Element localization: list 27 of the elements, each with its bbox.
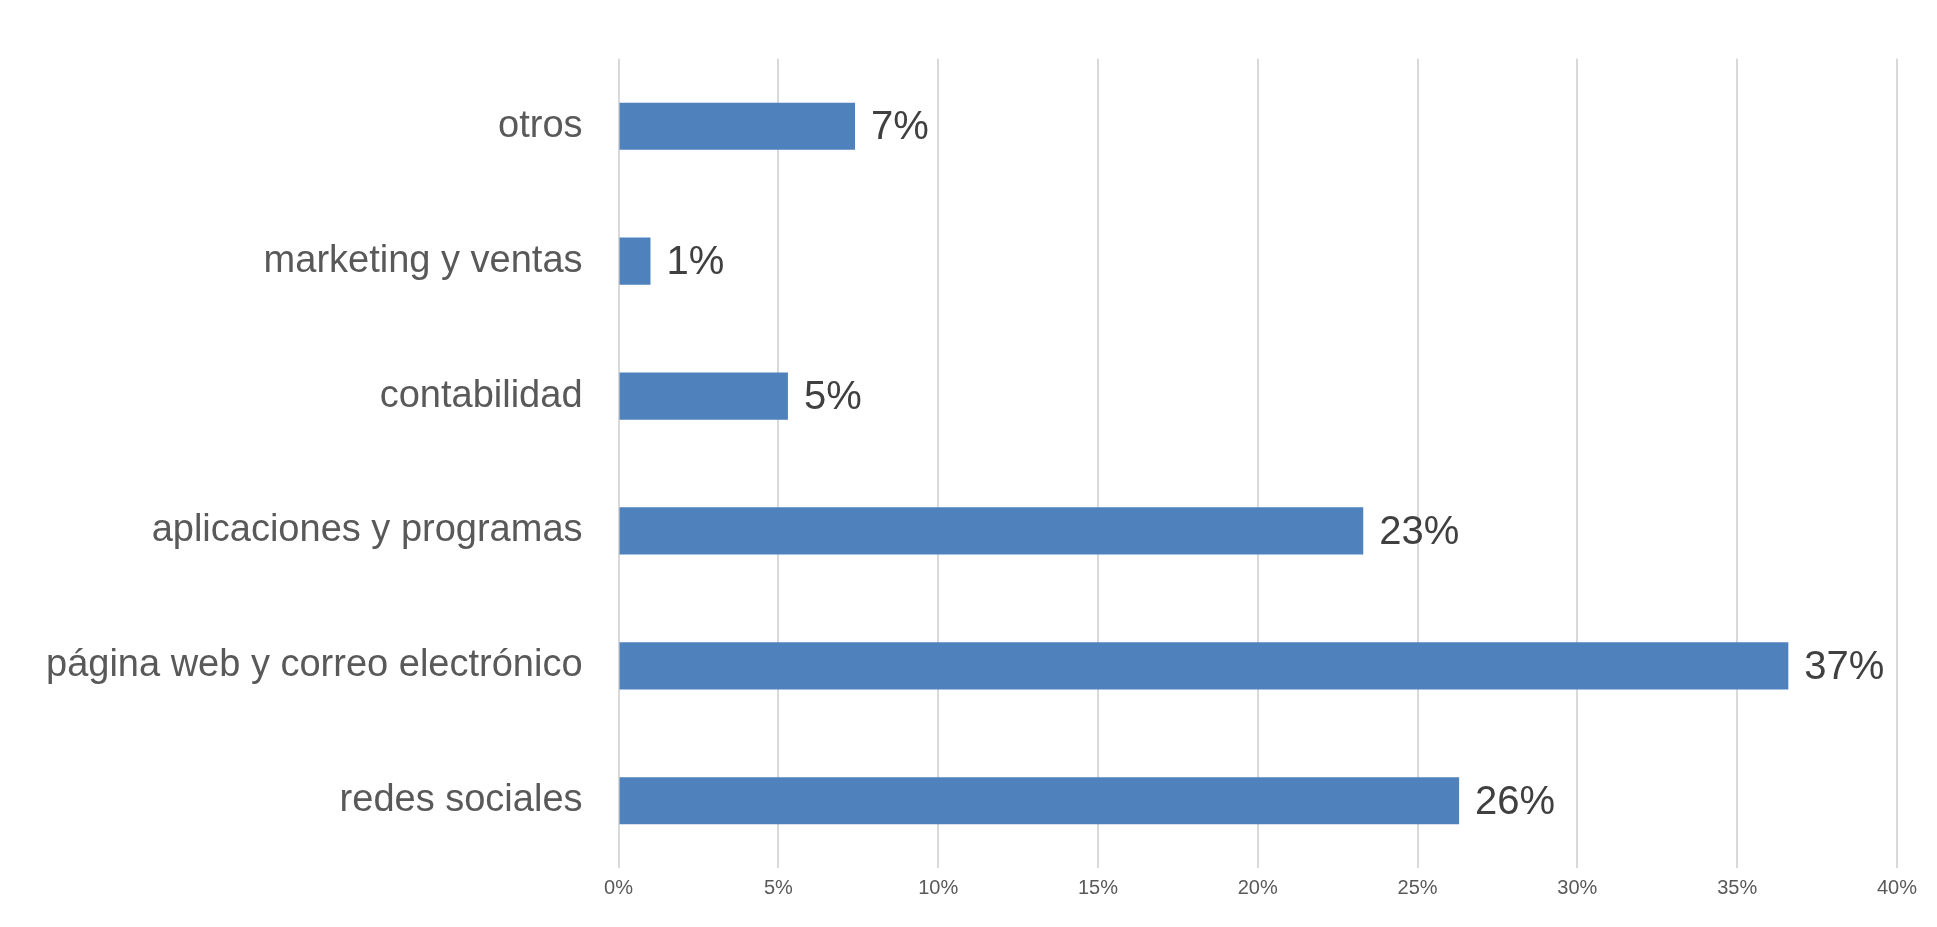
data-label: 26% bbox=[1475, 777, 1556, 822]
y-tick-label: página web y correo electrónico bbox=[46, 642, 583, 685]
x-tick-label: 40% bbox=[1876, 875, 1918, 898]
x-tick-label: 35% bbox=[1717, 875, 1758, 898]
x-tick-label: 0% bbox=[604, 875, 634, 898]
bar bbox=[619, 102, 856, 150]
data-label: 23% bbox=[1379, 507, 1460, 552]
data-label: 7% bbox=[871, 103, 929, 148]
data-label: 1% bbox=[666, 238, 725, 283]
data-label: 37% bbox=[1804, 642, 1885, 687]
bar bbox=[619, 642, 1789, 690]
bar bbox=[619, 372, 788, 420]
bar bbox=[619, 777, 1460, 825]
x-tick-label: 10% bbox=[918, 875, 959, 898]
x-tick-label: 20% bbox=[1237, 875, 1278, 898]
y-tick-label: marketing y ventas bbox=[263, 237, 583, 280]
y-tick-label: contabilidad bbox=[379, 372, 583, 415]
x-tick-label: 15% bbox=[1077, 875, 1119, 898]
x-tick-label: 25% bbox=[1397, 875, 1438, 898]
y-tick-label: redes sociales bbox=[339, 777, 583, 820]
bar bbox=[619, 507, 1364, 555]
y-tick-label: otros bbox=[498, 102, 583, 145]
bar bbox=[619, 237, 651, 285]
y-tick-label: aplicaciones y programas bbox=[151, 507, 583, 550]
x-tick-label: 30% bbox=[1557, 875, 1598, 898]
x-tick-label: 5% bbox=[763, 875, 794, 898]
data-label: 5% bbox=[803, 373, 862, 418]
